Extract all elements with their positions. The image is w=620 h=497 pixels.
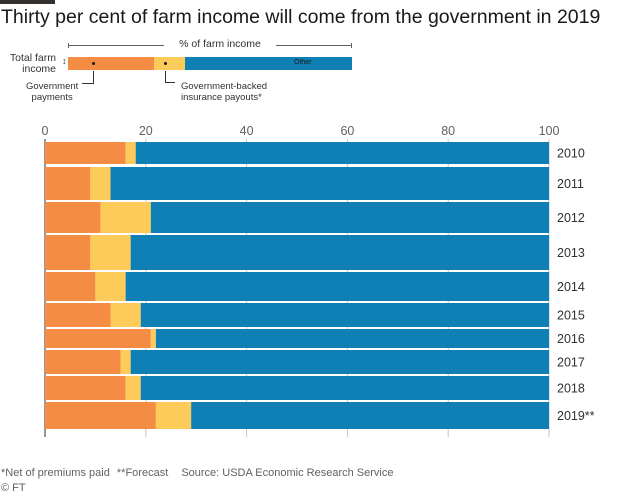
year-label-2013: 2013 [557, 246, 585, 260]
x-tick-label-0: 0 [42, 124, 49, 138]
legend-dot-government [92, 62, 95, 65]
year-label-2010: 2010 [557, 147, 585, 161]
bar-other-2018 [140, 376, 549, 400]
legend-caption: % of farm income [179, 38, 261, 50]
title-rule [0, 0, 55, 4]
bar-other-2011 [110, 167, 550, 200]
leader-insurance-horizontal [165, 82, 175, 83]
bar-other-2019 [191, 402, 549, 429]
bar-government-payments-2014 [45, 272, 96, 301]
footnote-source: Source: USDA Economic Research Service [181, 467, 394, 479]
legend-scale-line-right [276, 45, 352, 46]
legend: % of farm income Total farm income ↕ Oth… [0, 38, 620, 108]
bar-other-2017 [130, 350, 549, 374]
year-label-2015: 2015 [557, 309, 585, 323]
legend-total-label: Total farm income [2, 53, 56, 75]
bar-other-2015 [140, 303, 549, 327]
bar-government-payments-2012 [45, 202, 101, 233]
bar-other-2012 [150, 202, 549, 233]
bar-government-payments-2016 [45, 329, 151, 348]
labels: 0 20 40 60 80 100 2010 2011 2012 2013 2014 2015 2016… [42, 124, 595, 423]
bars [45, 142, 550, 429]
legend-total-label-line2: income [22, 63, 56, 75]
year-label-2016: 2016 [557, 332, 585, 346]
chart-title: Thirty per cent of farm income will come… [1, 6, 601, 28]
bar-insurance-payouts-2013 [90, 235, 131, 270]
x-tick-label-100: 100 [539, 124, 560, 138]
x-tick-label-40: 40 [240, 124, 254, 138]
leader-government-horizontal [82, 83, 94, 84]
bar-government-payments-2010 [45, 142, 126, 164]
footnote: *Net of premiums paid **Forecast Source:… [1, 467, 397, 479]
bar-government-payments-2013 [45, 235, 91, 270]
legend-swatch-other [185, 57, 352, 70]
bar-other-2016 [155, 329, 549, 348]
legend-scale-line-left [68, 45, 164, 46]
legend-double-arrow-icon: ↕ [62, 56, 67, 66]
bar-other-2013 [130, 235, 549, 270]
bar-insurance-payouts-2015 [110, 303, 141, 327]
footnote-forecast: **Forecast [116, 467, 169, 479]
bar-insurance-payouts-2010 [125, 142, 136, 164]
year-label-2017: 2017 [557, 356, 585, 370]
legend-insurance-note-line2: insurance payouts* [181, 92, 262, 103]
x-tick-label-60: 60 [340, 124, 354, 138]
legend-total-label-line1: Total farm [9, 52, 56, 64]
legend-scale-right-tick [351, 43, 352, 48]
bar-government-payments-2018 [45, 376, 126, 400]
legend-bar: Other [68, 57, 352, 70]
bar-insurance-payouts-2016 [150, 329, 156, 348]
footnote-net: *Net of premiums paid [1, 467, 110, 479]
year-label-2011: 2011 [557, 177, 584, 191]
x-tick-label-20: 20 [139, 124, 153, 138]
bar-insurance-payouts-2019 [155, 402, 192, 429]
bar-government-payments-2019 [45, 402, 156, 429]
legend-other-label: Other [294, 59, 312, 66]
bar-insurance-payouts-2012 [100, 202, 151, 233]
bar-insurance-payouts-2014 [95, 272, 126, 301]
bar-insurance-payouts-2018 [125, 376, 141, 400]
year-label-2014: 2014 [557, 280, 585, 294]
legend-swatch-government-payments [68, 57, 154, 70]
legend-dot-insurance [164, 62, 167, 65]
legend-insurance-note-line1: Government-backed [181, 81, 268, 92]
bar-other-2010 [135, 142, 549, 164]
legend-swatch-insurance-payouts [154, 57, 185, 70]
credit: © FT [1, 482, 26, 494]
x-tick-label-80: 80 [441, 124, 455, 138]
bar-other-2014 [125, 272, 549, 301]
bar-government-payments-2017 [45, 350, 121, 374]
year-label-2012: 2012 [557, 211, 585, 225]
year-label-2018: 2018 [557, 382, 585, 396]
bar-government-payments-2015 [45, 303, 111, 327]
legend-government-note-line2: payments [31, 92, 73, 103]
leader-government-vertical [93, 71, 94, 83]
bar-government-payments-2011 [45, 167, 91, 200]
year-label-2019: 2019** [557, 409, 595, 423]
bar-insurance-payouts-2011 [90, 167, 111, 200]
legend-insurance-note: Government-backed insurance payouts* [181, 81, 267, 103]
leader-insurance-vertical [165, 71, 166, 82]
legend-government-note: Government payments [26, 81, 78, 103]
bar-insurance-payouts-2017 [120, 350, 131, 374]
legend-government-note-line1: Government [26, 81, 79, 92]
